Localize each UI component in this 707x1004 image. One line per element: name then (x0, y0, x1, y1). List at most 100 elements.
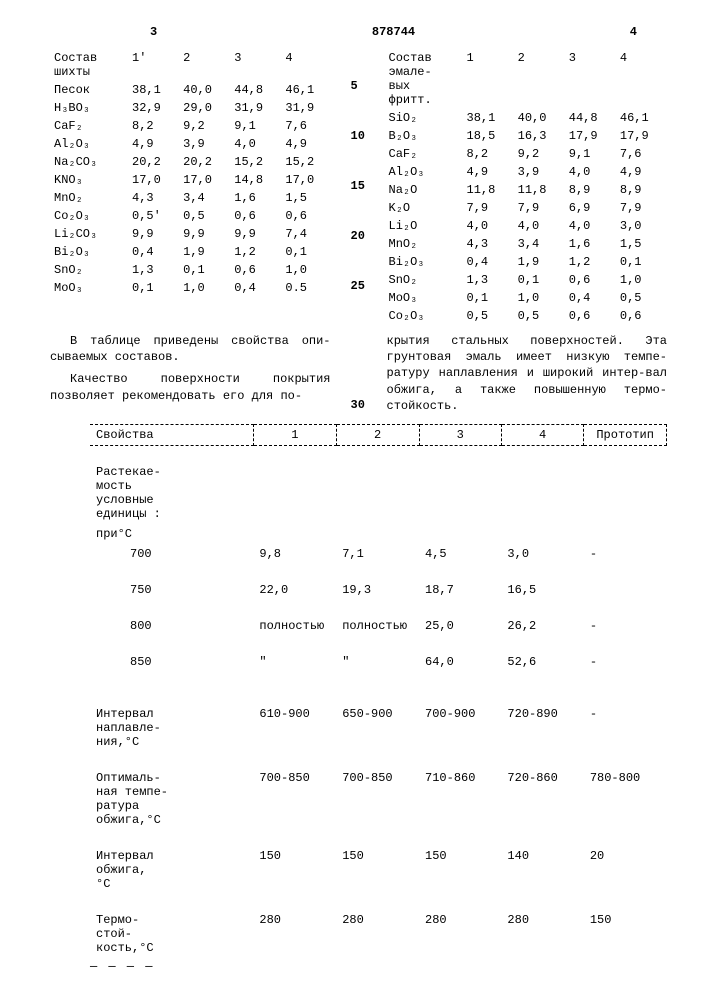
col-header: 2 (514, 49, 565, 109)
temp-label: 850 (90, 652, 253, 672)
row-label: Al₂O₃ (50, 135, 128, 153)
cell: 17,9 (565, 127, 616, 145)
patent-number: 878744 (372, 25, 415, 39)
cell: 38,1 (463, 109, 514, 127)
cell: 9,9 (179, 225, 230, 243)
line-number: 5 (351, 79, 367, 127)
cell: " (336, 652, 419, 672)
cell: 9,8 (253, 544, 336, 564)
row-label: K₂O (385, 199, 463, 217)
line-numbers: 510152025 (351, 49, 367, 327)
row-label: B₂O₃ (385, 127, 463, 145)
properties-table: Свойства 1 2 3 4 Прототип Растекае- мост… (90, 424, 667, 958)
paragraph: В таблице приведены свойства опи-сываемы… (50, 333, 331, 365)
table-row: CaF₂8,29,29,17,6 (50, 117, 333, 135)
cell: 8,9 (565, 181, 616, 199)
cell: 7,9 (616, 199, 667, 217)
cell: 4,0 (514, 217, 565, 235)
cell: 44,8 (565, 109, 616, 127)
cell: 150 (584, 910, 667, 958)
cell: 0,4 (463, 253, 514, 271)
cell: 650-900 (336, 704, 419, 752)
cell: 11,8 (463, 181, 514, 199)
props-header: 1 (253, 424, 336, 445)
table-row: SnO₂1,30,10,61,0 (50, 261, 333, 279)
props-header: 3 (419, 424, 501, 445)
row-label: Термо- стой- кость,°С (90, 910, 253, 958)
cell: 4,0 (463, 217, 514, 235)
cell: 140 (501, 846, 583, 894)
table-row: K₂O7,97,96,97,9 (385, 199, 668, 217)
cell: 46,1 (616, 109, 667, 127)
row-label: SnO₂ (385, 271, 463, 289)
cell: 0,1 (179, 261, 230, 279)
props-header: 4 (501, 424, 583, 445)
row-label: KNO₃ (50, 171, 128, 189)
table-row: KNO₃17,017,014,817,0 (50, 171, 333, 189)
cell: 0,5' (128, 207, 179, 225)
cell: 610-900 (253, 704, 336, 752)
table-row: Li₂CO₃9,99,99,97,4 (50, 225, 333, 243)
table-row: Na₂O11,811,88,98,9 (385, 181, 668, 199)
temp-label: 700 (90, 544, 253, 564)
cell: 9,2 (179, 117, 230, 135)
cell: 3,9 (514, 163, 565, 181)
cell: 26,2 (501, 616, 583, 636)
cell: полностью (336, 616, 419, 636)
page: 3 878744 4 Состав шихты 1' 2 3 4 Песок38… (0, 0, 707, 1004)
cell: 9,1 (230, 117, 281, 135)
row-label: MnO₂ (50, 189, 128, 207)
cell: 1,9 (179, 243, 230, 261)
cell: 15,2 (281, 153, 332, 171)
cell: 0,1 (281, 243, 332, 261)
cell: 150 (253, 846, 336, 894)
cell: 31,9 (281, 99, 332, 117)
cell: 7,4 (281, 225, 332, 243)
props-header: Свойства (90, 424, 253, 445)
row-label: Песок (50, 81, 128, 99)
cell: 7,9 (514, 199, 565, 217)
cell: 17,9 (616, 127, 667, 145)
row-label: Na₂O (385, 181, 463, 199)
cell: 0.5 (281, 279, 332, 297)
line-number: 25 (351, 279, 367, 327)
col-header: 3 (565, 49, 616, 109)
cell: 0,1 (128, 279, 179, 297)
cell: 17,0 (281, 171, 332, 189)
cell: 700-850 (336, 768, 419, 830)
cell: 150 (419, 846, 501, 894)
cell: 4,5 (419, 544, 501, 564)
row-label: SnO₂ (50, 261, 128, 279)
line-number: 15 (351, 179, 367, 227)
row-label: Оптималь- ная темпе- ратура обжига,°С (90, 768, 253, 830)
cell: 4,0 (565, 163, 616, 181)
row-label: H₃BO₃ (50, 99, 128, 117)
cell: 1,0 (281, 261, 332, 279)
cell: 18,7 (419, 580, 501, 600)
row-label: Li₂O (385, 217, 463, 235)
table-row: Песок38,140,044,846,1 (50, 81, 333, 99)
cell: 4,9 (616, 163, 667, 181)
table-row: 75022,019,318,716,5 (90, 580, 667, 600)
cell: 9,1 (565, 145, 616, 163)
cell: 8,2 (128, 117, 179, 135)
cell: - (584, 616, 667, 636)
cell: 0,5 (616, 289, 667, 307)
row-label: Bi₂O₃ (385, 253, 463, 271)
cell: 38,1 (128, 81, 179, 99)
cell: 780-800 (584, 768, 667, 830)
cell: 11,8 (514, 181, 565, 199)
table-row: MoO₃0,11,00,40.5 (50, 279, 333, 297)
table-row: Bi₂O₃0,41,91,20,1 (385, 253, 668, 271)
col-header: 2 (179, 49, 230, 81)
right-table-title: Состав эмале- вых фритт. (385, 49, 463, 109)
cell: 15,2 (230, 153, 281, 171)
cell (584, 580, 667, 600)
bottom-dash: ─ ─ ─ ─ (90, 960, 667, 974)
col-header: 4 (616, 49, 667, 109)
row-label: Co₂O₃ (50, 207, 128, 225)
cell: 0,6 (281, 207, 332, 225)
cell: 0,5 (179, 207, 230, 225)
col-header: 1' (128, 49, 179, 81)
table-row: Na₂CO₃20,220,215,215,2 (50, 153, 333, 171)
